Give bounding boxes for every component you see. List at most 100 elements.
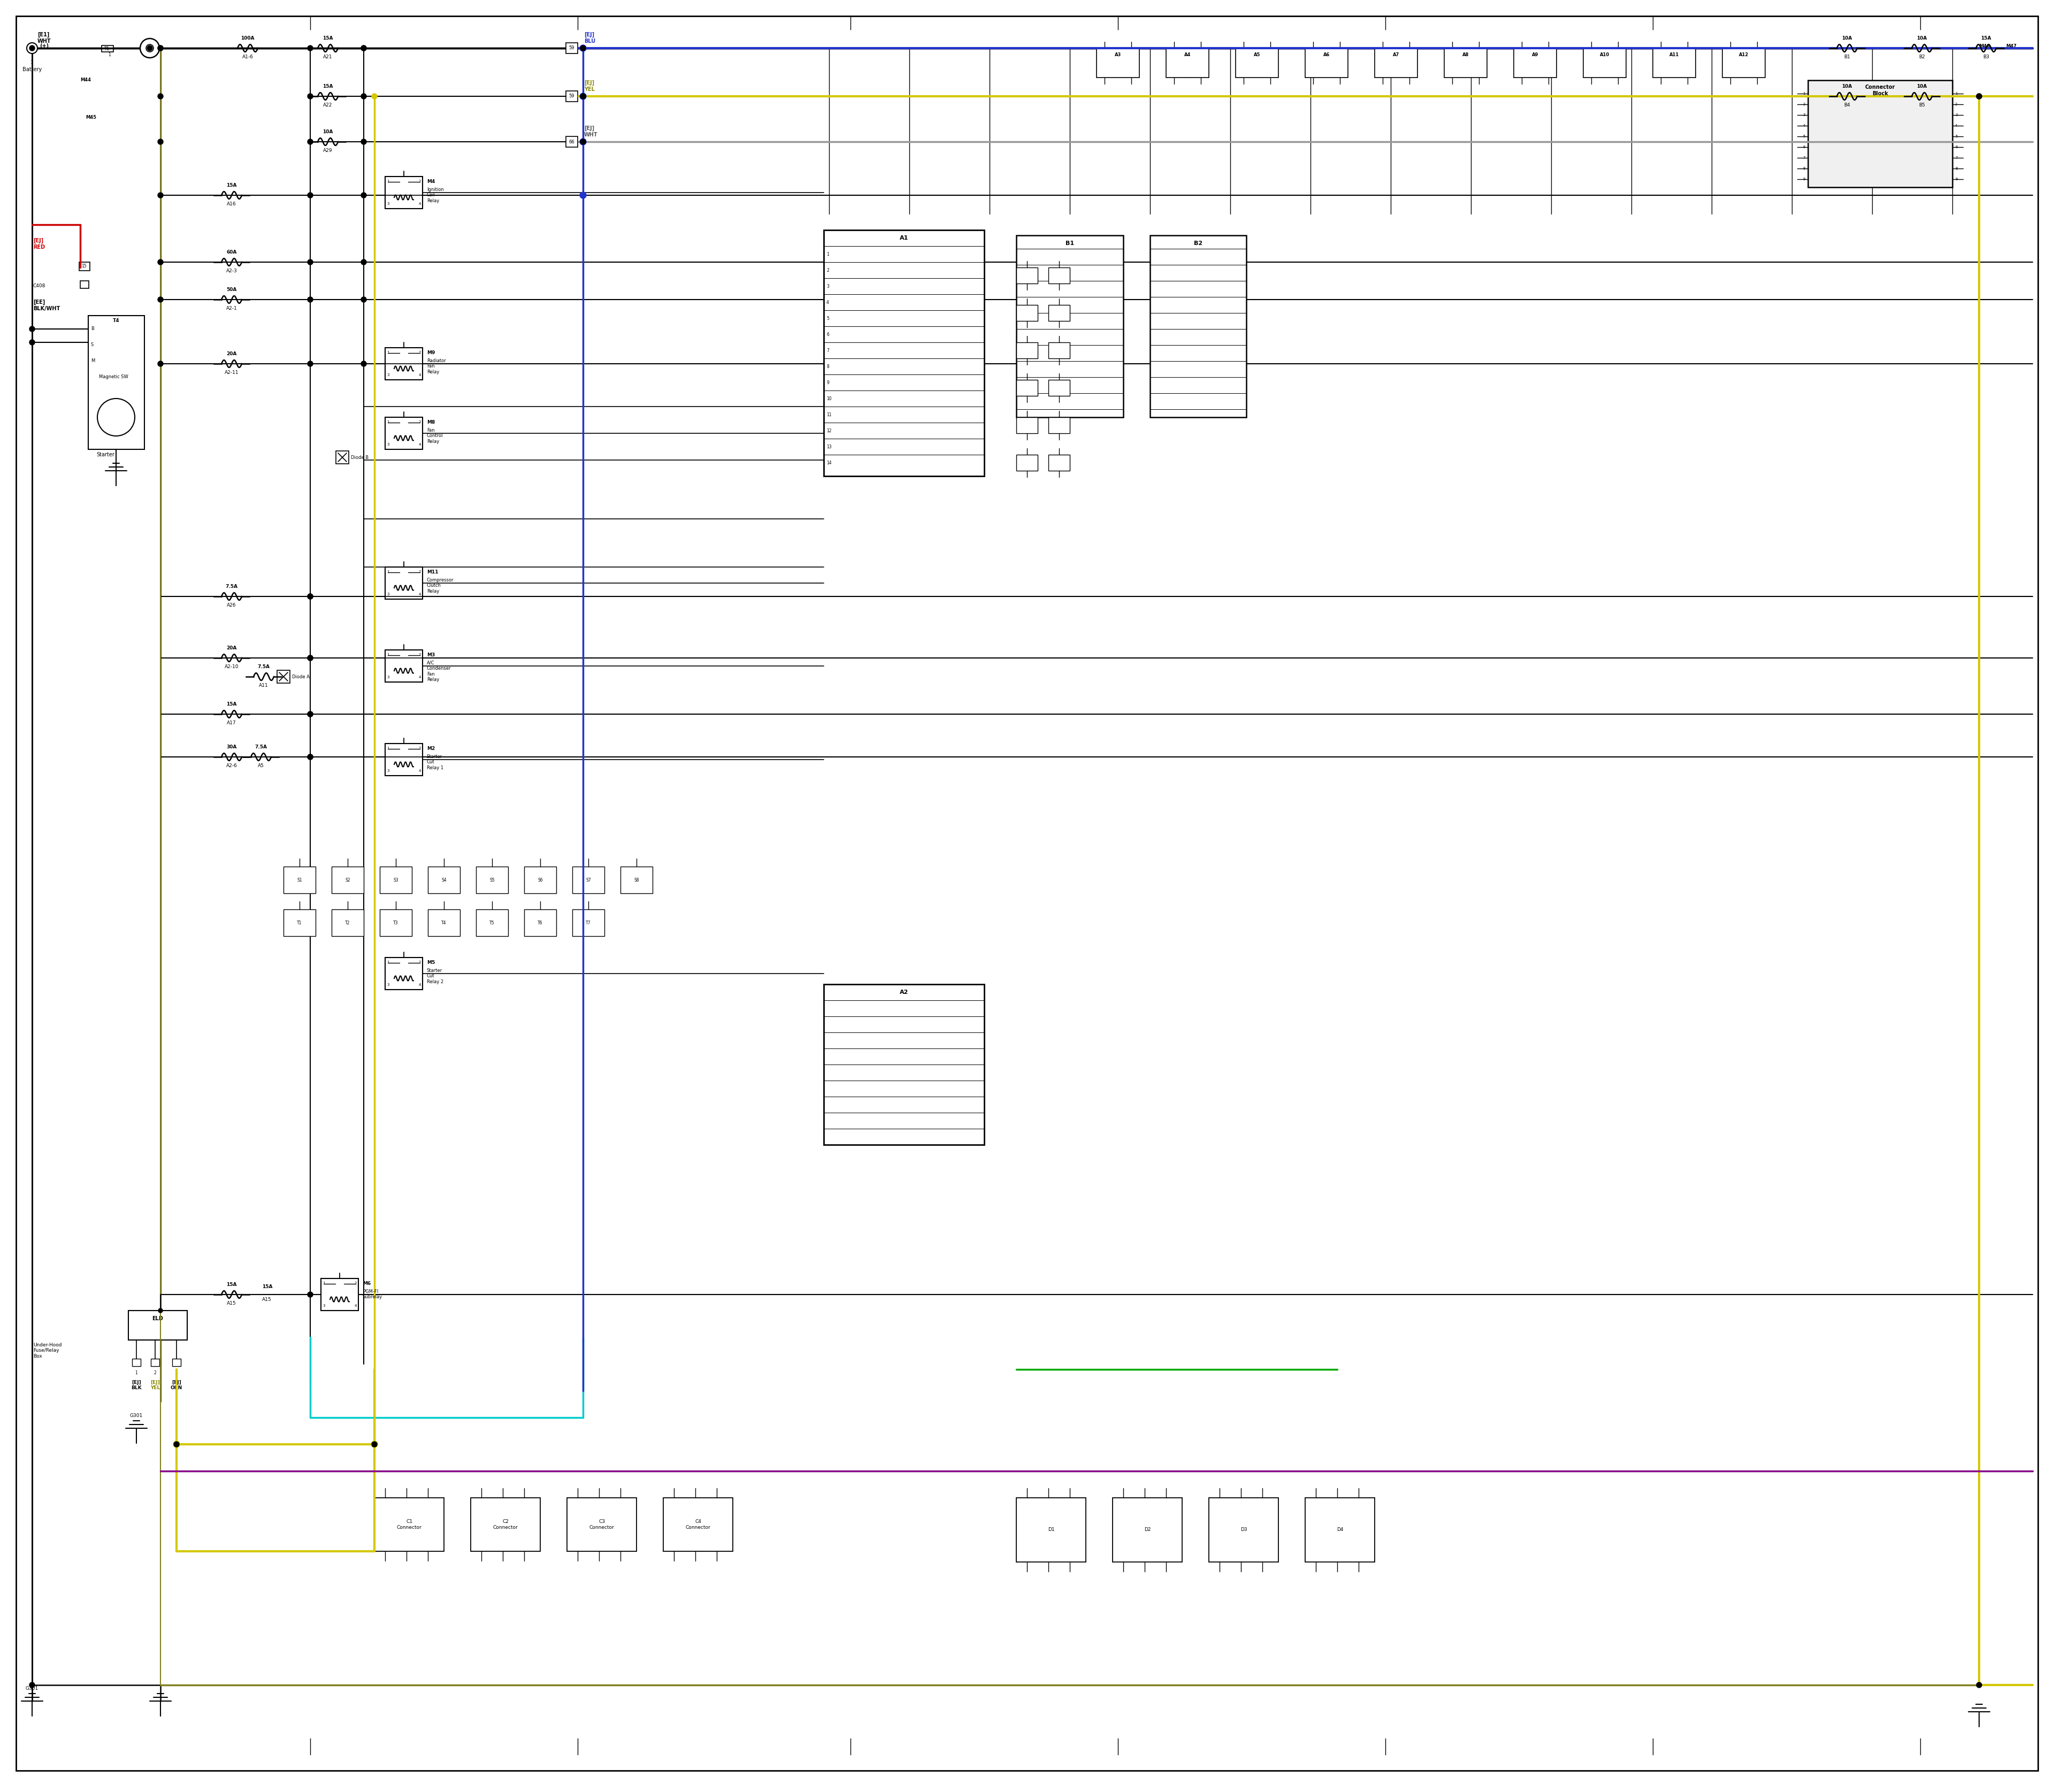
- Text: 1: 1: [386, 179, 388, 183]
- Text: [EJ]
ORN: [EJ] ORN: [170, 1380, 183, 1391]
- Text: Magnetic SW: Magnetic SW: [99, 375, 127, 380]
- Text: [EE]
BLK/WHT: [EE] BLK/WHT: [33, 299, 60, 312]
- Text: 59: 59: [569, 47, 575, 50]
- Bar: [1374, 48, 1417, 77]
- Text: 10A: 10A: [1916, 36, 1927, 41]
- Bar: [386, 957, 423, 989]
- Text: 15A: 15A: [226, 183, 236, 188]
- Bar: [1017, 342, 1037, 358]
- Text: 4: 4: [355, 1305, 357, 1308]
- Text: 1: 1: [1955, 91, 1957, 95]
- Bar: [1723, 48, 1764, 77]
- Text: 4: 4: [419, 593, 421, 597]
- Bar: [131, 1358, 140, 1366]
- Text: 15A: 15A: [1980, 36, 1990, 41]
- Text: 15A: 15A: [226, 702, 236, 706]
- Text: 6: 6: [1803, 145, 1805, 149]
- Bar: [1017, 380, 1037, 396]
- Text: A3: A3: [1115, 52, 1121, 57]
- Text: M6: M6: [364, 1281, 372, 1287]
- Circle shape: [29, 45, 35, 50]
- Text: 1: 1: [386, 570, 388, 573]
- Text: 3: 3: [386, 984, 388, 986]
- Text: S5: S5: [489, 878, 495, 882]
- Bar: [567, 1498, 637, 1552]
- Text: A4: A4: [1185, 52, 1191, 57]
- Text: S7: S7: [585, 878, 592, 882]
- Text: 4: 4: [419, 373, 421, 376]
- Text: 7.5A: 7.5A: [226, 584, 238, 590]
- Text: B2: B2: [1193, 240, 1202, 246]
- Text: 1: 1: [386, 961, 388, 964]
- Circle shape: [140, 38, 160, 57]
- Bar: [80, 281, 88, 289]
- Bar: [567, 136, 577, 147]
- Text: ELD: ELD: [152, 1315, 164, 1321]
- Text: M46: M46: [1980, 43, 1990, 48]
- Text: 2: 2: [419, 747, 421, 751]
- Bar: [386, 177, 423, 208]
- Bar: [567, 43, 577, 54]
- Circle shape: [372, 1441, 378, 1446]
- Text: 6: 6: [826, 332, 830, 337]
- Text: 3: 3: [1803, 113, 1805, 116]
- Circle shape: [362, 45, 366, 50]
- Circle shape: [362, 45, 366, 50]
- Text: A21: A21: [322, 54, 333, 59]
- Bar: [331, 909, 364, 935]
- Text: A15: A15: [263, 1297, 271, 1303]
- Text: 4: 4: [1955, 124, 1957, 127]
- Text: A10: A10: [1600, 52, 1610, 57]
- Text: B: B: [90, 326, 94, 332]
- Text: 2: 2: [419, 652, 421, 656]
- Text: A15: A15: [226, 1301, 236, 1306]
- Text: 3: 3: [386, 202, 388, 206]
- Text: Diode B: Diode B: [351, 455, 368, 461]
- Text: A1-6: A1-6: [242, 54, 253, 59]
- Text: A22: A22: [322, 102, 333, 108]
- Text: 6: 6: [1955, 145, 1957, 149]
- Circle shape: [158, 93, 162, 99]
- Text: S: S: [90, 342, 94, 348]
- Bar: [1097, 48, 1140, 77]
- Circle shape: [97, 398, 136, 435]
- Circle shape: [579, 93, 585, 100]
- Text: 3: 3: [826, 283, 830, 289]
- Text: B3: B3: [1982, 54, 1988, 59]
- Text: C1
Connector: C1 Connector: [396, 1520, 421, 1530]
- Text: 2: 2: [1955, 102, 1957, 106]
- Circle shape: [308, 656, 312, 661]
- Text: M45: M45: [86, 115, 97, 120]
- Text: C3
Connector: C3 Connector: [589, 1520, 614, 1530]
- Circle shape: [29, 340, 35, 346]
- Circle shape: [308, 754, 312, 760]
- Text: Radiator
Fan
Relay: Radiator Fan Relay: [427, 358, 446, 375]
- Circle shape: [579, 192, 585, 199]
- Text: B1: B1: [1844, 54, 1851, 59]
- Bar: [1017, 455, 1037, 471]
- Text: A8: A8: [1462, 52, 1469, 57]
- Text: D4: D4: [1337, 1527, 1343, 1532]
- Text: 10A: 10A: [322, 129, 333, 134]
- Text: [EJ]
YEL: [EJ] YEL: [583, 81, 596, 91]
- Circle shape: [308, 93, 312, 99]
- Circle shape: [372, 93, 378, 99]
- Text: A2: A2: [900, 989, 908, 995]
- Text: M2: M2: [427, 745, 435, 751]
- Text: A16: A16: [226, 202, 236, 206]
- Circle shape: [29, 326, 35, 332]
- Circle shape: [146, 45, 154, 52]
- Text: 13: 13: [826, 444, 832, 450]
- Circle shape: [362, 93, 366, 99]
- Bar: [1048, 418, 1070, 434]
- Text: A2-1: A2-1: [226, 306, 236, 310]
- Circle shape: [1976, 93, 1982, 99]
- Bar: [1017, 1498, 1087, 1563]
- Text: 100A: 100A: [240, 36, 255, 41]
- Text: 2: 2: [419, 179, 421, 183]
- Circle shape: [372, 1441, 378, 1448]
- Circle shape: [362, 192, 366, 197]
- Text: 3: 3: [175, 1371, 179, 1374]
- Text: 2: 2: [1803, 102, 1805, 106]
- Text: 7.5A: 7.5A: [255, 745, 267, 749]
